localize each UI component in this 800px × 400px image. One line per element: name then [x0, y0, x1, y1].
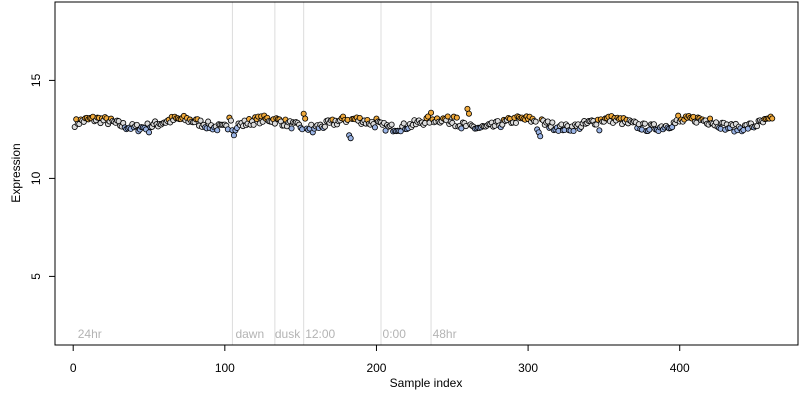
data-point-255 [458, 125, 465, 132]
data-point-379 [646, 126, 653, 133]
data-point-252 [453, 114, 460, 121]
x-tick-label-2: 200 [366, 361, 386, 375]
y-axis-label: Expression [9, 143, 23, 202]
data-point-450 [754, 123, 761, 130]
data-point-205 [382, 127, 389, 134]
y-tick-label-2: 15 [29, 73, 43, 87]
data-point-152 [302, 115, 309, 122]
marker-label-0: 24hr [78, 327, 102, 341]
data-point-182 [347, 135, 354, 142]
data-point-329 [570, 128, 577, 135]
plot-frame [54, 1, 799, 346]
data-point-233 [425, 113, 432, 120]
data-point-151 [300, 110, 307, 117]
data-point-235 [428, 109, 435, 116]
data-point-398 [675, 112, 682, 119]
marker-label-4: 0:00 [383, 327, 407, 341]
data-point-460 [769, 115, 776, 122]
x-axis-label: Sample index [390, 376, 463, 390]
marker-label-3: 12:00 [305, 327, 335, 341]
marker-lines [231, 2, 432, 345]
x-tick-label-1: 100 [215, 361, 235, 375]
x-tick-label-0: 0 [70, 361, 77, 375]
data-point-291 [512, 119, 519, 126]
y-tick-label-0: 5 [29, 273, 43, 280]
marker-label-1: dawn [235, 327, 264, 341]
data-point-83 [197, 117, 204, 124]
data-point-198 [371, 124, 378, 131]
data-point-307 [537, 133, 544, 140]
data-point-217 [400, 120, 407, 127]
x-axis: 0 100 200 300 400 [70, 344, 690, 375]
data-point-132 [271, 120, 278, 127]
data-point-105 [230, 132, 237, 139]
data-point-94 [214, 127, 221, 134]
data-point-103 [227, 117, 234, 124]
data-point-209 [388, 121, 395, 128]
x-tick-label-3: 300 [518, 361, 538, 375]
data-point-315 [549, 119, 556, 126]
data-point-118 [250, 121, 257, 128]
data-point-376 [641, 120, 648, 127]
data-point-41 [133, 121, 140, 128]
data-point-165 [321, 123, 328, 130]
data-point-346 [596, 127, 603, 134]
data-point-304 [532, 118, 539, 125]
data-point-188 [356, 114, 363, 121]
y-axis: 5 10 15 [29, 73, 56, 280]
data-point-246 [444, 113, 451, 120]
data-point-143 [288, 125, 295, 132]
data-point-260 [465, 110, 472, 117]
marker-labels: 24hr dawn dusk 12:00 0:00 48hr [78, 327, 457, 341]
marker-label-5: 48hr [433, 327, 457, 341]
marker-label-2: dusk [275, 327, 301, 341]
y-tick-label-1: 10 [29, 171, 43, 185]
data-point-344 [593, 121, 600, 128]
data-point-259 [464, 105, 471, 112]
data-point-382 [650, 121, 657, 128]
data-point-49 [146, 129, 153, 136]
x-tick-label-4: 400 [670, 361, 690, 375]
data-points [71, 105, 776, 142]
